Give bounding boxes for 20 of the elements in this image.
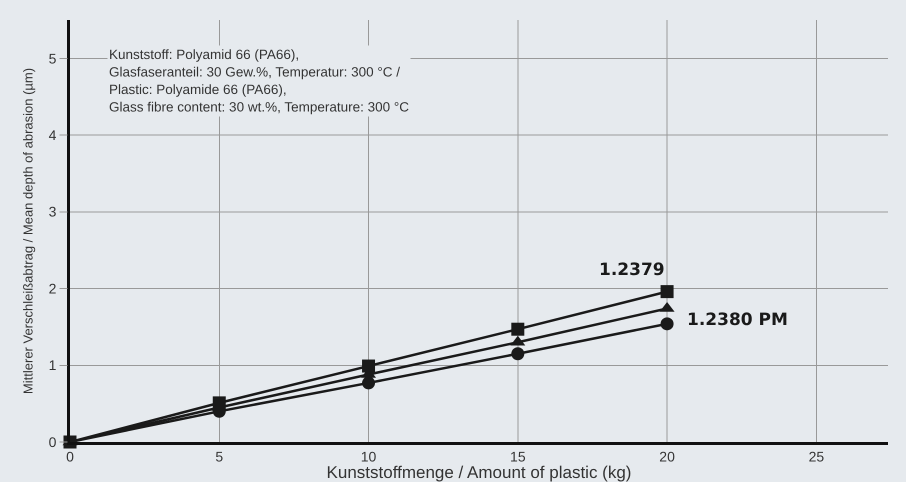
annotation: Glass fibre content: 30 wt.%, Temperature: 300 °C (109, 100, 410, 115)
x-tick-label: 0 (66, 448, 74, 465)
y-axis-title: Mittlerer Verschleißabtrag / Mean depth of abrasion (µm) (20, 68, 36, 394)
series-label: 1.2379 (599, 260, 665, 280)
y-tick-label: 2 (48, 280, 57, 296)
x-tick-label: 25 (808, 448, 824, 465)
annotation: Kunststoff: Polyamid 66 (PA66), (109, 47, 300, 62)
x-tick-label: 20 (659, 448, 676, 465)
y-tick-label: 0 (48, 434, 57, 450)
series-label: 1.2380 PM (687, 310, 788, 330)
x-tick-label: 5 (215, 448, 224, 465)
annotation: Plastic: Polyamide 66 (PA66), (109, 82, 287, 98)
x-axis-title: Kunststoffmenge / Amount of plastic (kg) (326, 463, 632, 482)
y-tick-label: 4 (48, 126, 57, 143)
x-tick-label: 15 (510, 448, 526, 465)
y-tick-label: 3 (48, 204, 57, 220)
annotation: Glasfaseranteil: 30 Gew.%, Temperatur: 300 °C / (109, 64, 400, 80)
y-tick-label: 1 (48, 357, 57, 374)
x-tick-label: 10 (360, 448, 377, 465)
y-tick-label: 5 (48, 50, 57, 66)
